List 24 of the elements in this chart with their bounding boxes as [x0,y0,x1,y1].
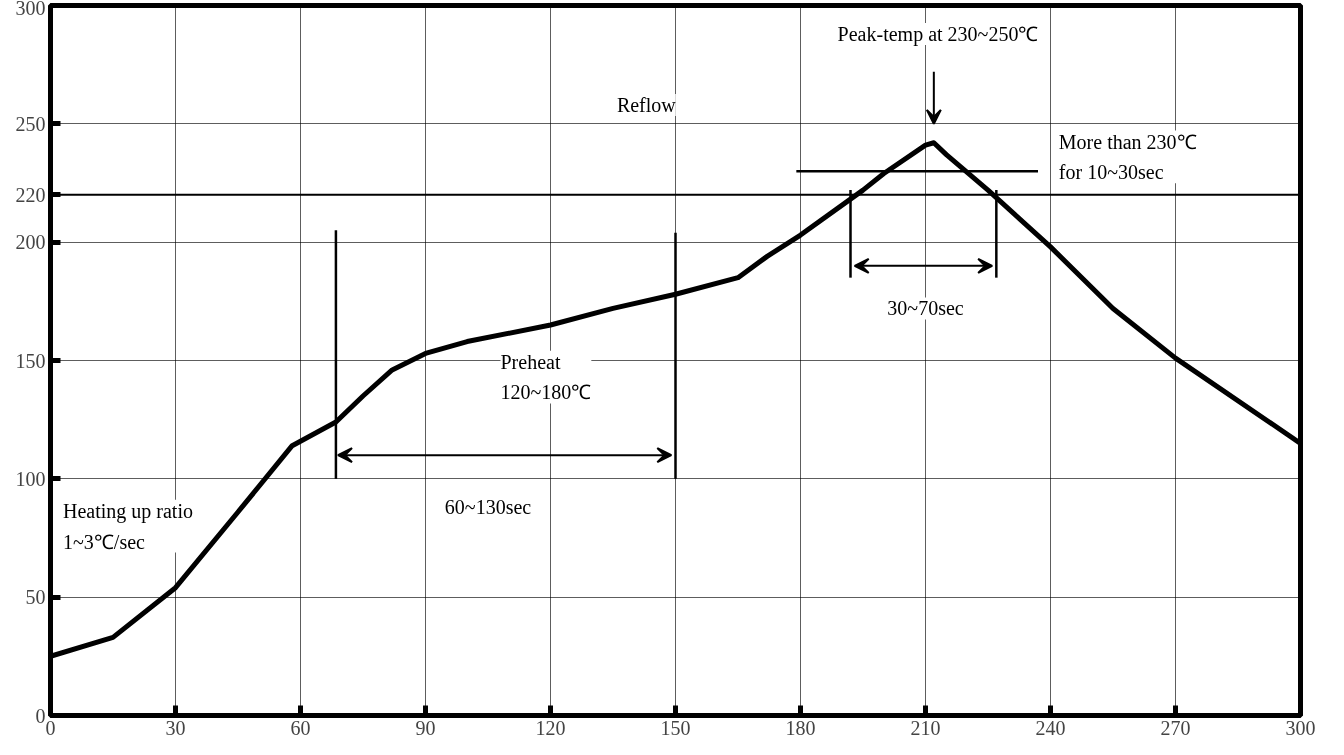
annotation: Reflow [616,93,677,116]
y-tick-label: 250 [15,112,46,135]
x-tick-label: 270 [1160,716,1191,739]
x-tick-label: 90 [415,716,436,739]
y-tick-label: 150 [15,349,46,372]
annotation: More than 230℃ for 10~30sec [1058,130,1197,184]
x-tick-label: 150 [660,716,691,739]
x-tick-label: 210 [910,716,941,739]
annotation: Preheat 120~180℃ [500,350,592,404]
annotation: Peak-temp at 230~250℃ [837,22,1039,46]
x-tick-label: 120 [535,716,566,739]
x-tick-label: 30 [165,716,186,739]
y-tick-label: 200 [15,231,46,254]
x-tick-label: 180 [785,716,816,739]
y-tick-label: 50 [25,586,46,609]
annotation: Heating up ratio 1~3℃/sec [63,499,193,553]
x-tick-label: 300 [1285,716,1316,739]
annotation: 30~70sec [887,297,964,320]
y-tick-label: 100 [15,467,46,490]
y-tick-label: 300 [15,0,46,19]
y-tick-label: 220 [15,183,46,206]
annotation: 60~130sec [444,496,532,519]
x-tick-label: 240 [1035,716,1066,739]
x-tick-label: 60 [290,716,311,739]
